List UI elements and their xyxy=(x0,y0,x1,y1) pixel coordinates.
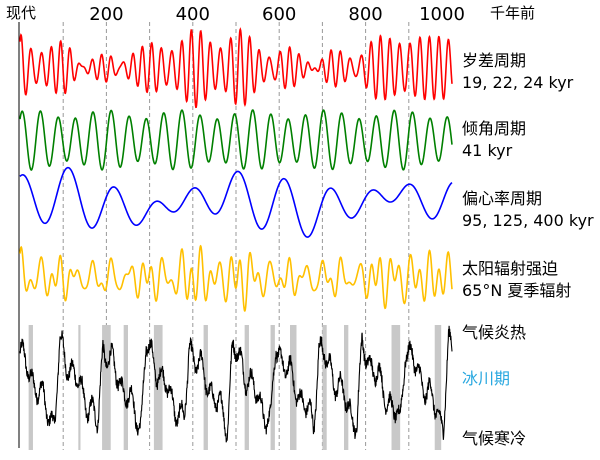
label-warm-climate: 气候炎热 xyxy=(462,323,527,342)
glacial-band xyxy=(290,325,297,450)
x-tick-label: 800 xyxy=(348,4,382,25)
climate-record-line xyxy=(19,325,453,443)
label-cold-climate: 气候寒冷 xyxy=(462,429,527,448)
glacial-band xyxy=(322,325,327,450)
legend-eccentricity-detail: 95, 125, 400 kyr xyxy=(462,211,594,230)
legend-insolation-detail: 65°N 夏季辐射 xyxy=(462,281,572,300)
legend-obliquity: 倾角周期 41 kyr xyxy=(462,118,526,162)
legend-insolation-name: 太阳辐射强迫 xyxy=(462,259,559,278)
legend-obliquity-name: 倾角周期 xyxy=(462,119,527,138)
label-glacial-period: 冰川期 xyxy=(462,369,511,388)
glacial-band xyxy=(78,325,81,450)
series-insolation-line xyxy=(19,244,453,312)
legend-eccentricity: 偏心率周期 95, 125, 400 kyr xyxy=(462,188,594,232)
glacial-band xyxy=(123,325,128,450)
glacial-band xyxy=(28,325,33,450)
x-tick-label: 1000 xyxy=(419,4,465,25)
legend-precession: 岁差周期 19, 22, 24 kyr xyxy=(462,50,573,94)
series-obliquity-line xyxy=(19,109,453,171)
x-tick-label: 400 xyxy=(176,4,210,25)
legend-eccentricity-name: 偏心率周期 xyxy=(462,189,543,208)
x-axis-start-label: 现代 xyxy=(6,4,36,22)
x-axis-ticks: 200 400 600 800 1000 xyxy=(89,4,465,25)
series-precession-line xyxy=(19,27,453,109)
legend-precession-detail: 19, 22, 24 kyr xyxy=(462,73,574,92)
glacial-band xyxy=(344,325,349,450)
glacial-bands xyxy=(28,325,442,450)
x-tick-label: 600 xyxy=(262,4,296,25)
grid-lines xyxy=(62,22,410,450)
glacial-band xyxy=(102,325,111,450)
legend-precession-name: 岁差周期 xyxy=(462,51,527,70)
legend-obliquity-detail: 41 kyr xyxy=(462,141,513,160)
glacial-band xyxy=(153,325,163,450)
series-eccentricity-line xyxy=(19,166,453,238)
x-axis-unit-label: 千年前 xyxy=(490,4,535,22)
legend-insolation: 太阳辐射强迫 65°N 夏季辐射 xyxy=(462,258,571,302)
glacial-band xyxy=(434,325,442,450)
x-tick-label: 200 xyxy=(89,4,123,25)
glacial-band xyxy=(391,325,401,450)
